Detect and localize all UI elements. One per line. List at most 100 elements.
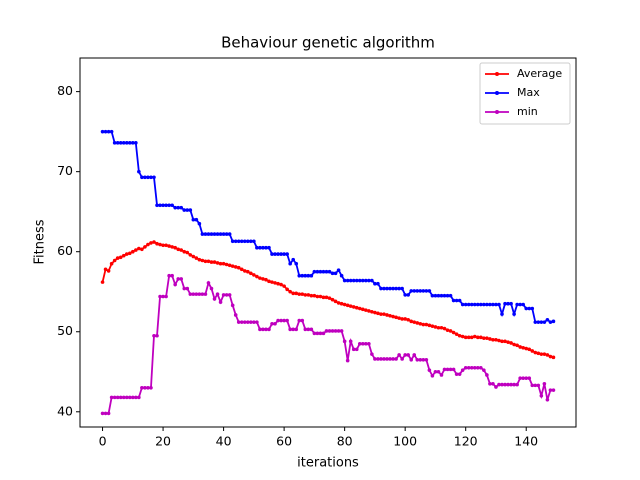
data-point xyxy=(351,278,356,283)
data-point xyxy=(454,298,459,303)
data-point xyxy=(354,305,359,310)
data-point xyxy=(118,255,123,260)
data-point xyxy=(506,382,510,387)
data-point xyxy=(206,281,211,285)
data-point xyxy=(182,249,187,254)
legend-box xyxy=(479,62,571,125)
data-point xyxy=(367,309,371,313)
data-point xyxy=(273,321,277,326)
data-point xyxy=(149,241,153,245)
y-tick-label: 70 xyxy=(57,163,73,178)
data-point xyxy=(297,273,302,278)
data-point xyxy=(282,318,286,323)
data-point xyxy=(463,335,468,340)
data-point xyxy=(285,318,289,323)
data-point xyxy=(373,281,377,286)
data-point xyxy=(500,339,504,344)
data-point xyxy=(255,245,259,250)
data-point xyxy=(466,365,471,370)
data-point xyxy=(264,277,268,282)
data-point xyxy=(491,337,495,342)
data-point xyxy=(451,330,456,335)
data-point xyxy=(430,324,435,328)
data-point xyxy=(503,339,507,344)
data-point xyxy=(255,320,259,324)
data-point xyxy=(527,376,532,380)
data-point xyxy=(121,253,126,258)
data-point xyxy=(412,320,417,324)
data-point xyxy=(357,341,362,346)
data-point xyxy=(143,385,147,390)
data-point xyxy=(267,245,271,250)
data-point xyxy=(124,141,129,145)
data-point xyxy=(258,276,262,280)
data-point xyxy=(297,318,302,323)
data-point xyxy=(497,302,501,307)
data-point xyxy=(397,286,401,291)
data-point xyxy=(342,339,347,344)
data-point xyxy=(239,320,244,324)
y-tick-label: 50 xyxy=(57,323,73,338)
data-point xyxy=(203,259,208,264)
data-point xyxy=(333,271,338,276)
data-point xyxy=(336,268,341,272)
data-point xyxy=(394,357,398,361)
data-point xyxy=(206,232,211,236)
data-point xyxy=(342,278,347,283)
data-point xyxy=(503,382,507,387)
data-point xyxy=(524,376,529,380)
data-point xyxy=(294,261,299,266)
data-point xyxy=(397,316,401,320)
data-point xyxy=(252,239,256,244)
data-point xyxy=(472,334,477,339)
data-point xyxy=(249,271,253,276)
data-point xyxy=(224,262,229,267)
data-point xyxy=(515,343,519,348)
data-point xyxy=(118,395,123,400)
data-point xyxy=(445,328,450,332)
data-point xyxy=(140,385,144,390)
legend-label: Max xyxy=(517,86,540,99)
data-point xyxy=(345,358,350,363)
x-tick-label: 80 xyxy=(337,434,353,449)
data-point xyxy=(364,278,368,283)
data-point xyxy=(472,365,477,370)
data-point xyxy=(330,297,335,302)
data-point xyxy=(512,382,516,387)
data-point xyxy=(539,393,544,398)
data-point xyxy=(370,309,374,314)
data-point xyxy=(185,250,190,255)
data-point xyxy=(524,306,529,311)
data-point xyxy=(109,129,114,134)
data-point xyxy=(494,302,498,307)
data-point xyxy=(364,341,368,346)
data-point xyxy=(485,302,489,307)
data-point xyxy=(370,352,374,356)
data-point xyxy=(388,313,392,318)
data-point xyxy=(152,240,156,244)
data-point xyxy=(179,205,184,210)
data-point xyxy=(315,294,320,299)
data-point xyxy=(282,252,286,256)
data-point xyxy=(182,286,187,291)
data-point xyxy=(379,357,383,361)
data-point xyxy=(400,317,404,321)
data-point xyxy=(494,337,498,342)
data-point xyxy=(442,293,447,298)
data-point xyxy=(463,302,468,307)
data-point xyxy=(233,313,238,317)
data-point xyxy=(506,340,510,344)
data-point xyxy=(164,294,168,299)
data-point xyxy=(140,175,144,180)
data-point xyxy=(315,269,320,274)
x-tick-label: 100 xyxy=(393,434,417,449)
data-point xyxy=(176,205,181,210)
data-point xyxy=(539,320,544,324)
data-point xyxy=(388,357,392,361)
data-point xyxy=(545,397,550,402)
data-point xyxy=(497,382,501,387)
data-point xyxy=(364,308,368,312)
data-point xyxy=(427,289,432,293)
data-point xyxy=(155,203,159,208)
data-point xyxy=(197,292,202,296)
